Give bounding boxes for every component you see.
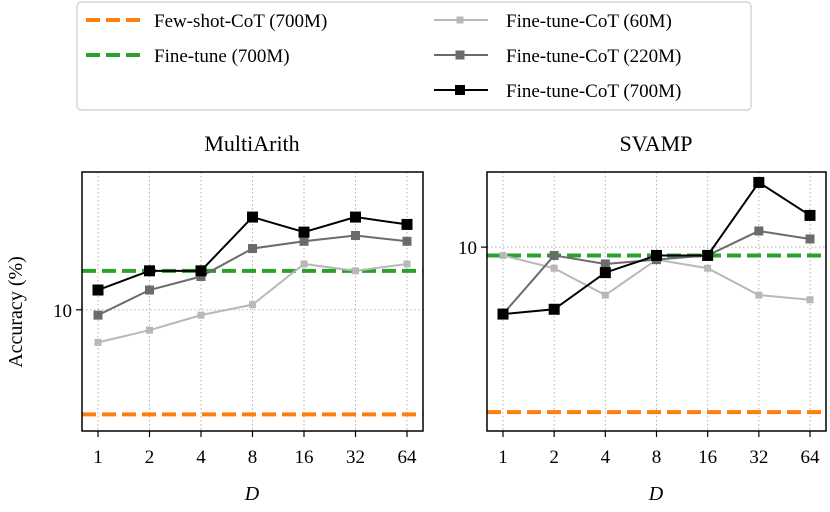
- x-ticks: 1 2 4 8 16 32 64: [93, 431, 417, 468]
- data-point-fine-tune-cot-60m: [300, 260, 308, 268]
- legend-label-few-shot-cot-700m: Few-shot-CoT (700M): [154, 11, 327, 32]
- data-point-fine-tune-cot-220m: [805, 234, 815, 244]
- data-point-fine-tune-cot-220m: [754, 226, 764, 236]
- x-tick-label: 1: [93, 447, 103, 468]
- x-tick-label: 4: [196, 447, 206, 468]
- data-point-fine-tune-cot-700m: [548, 303, 560, 315]
- y-tick-label: 10: [458, 238, 477, 259]
- data-point-fine-tune-cot-220m: [299, 236, 309, 246]
- data-point-fine-tune-cot-220m: [145, 285, 154, 295]
- x-tick-label: 64: [398, 447, 418, 468]
- legend-marker-fine-tune-cot-60m: [456, 16, 464, 24]
- data-point-fine-tune-cot-220m: [248, 244, 257, 254]
- data-point-fine-tune-cot-700m: [144, 265, 155, 277]
- x-tick-label: 4: [601, 447, 611, 468]
- data-point-fine-tune-cot-700m: [599, 267, 611, 279]
- data-point-fine-tune-cot-700m: [651, 249, 662, 261]
- data-point-fine-tune-cot-60m: [352, 267, 359, 275]
- data-point-fine-tune-cot-700m: [497, 308, 509, 320]
- data-point-fine-tune-cot-700m: [401, 218, 413, 230]
- data-point-fine-tune-cot-60m: [550, 264, 558, 272]
- legend: Few-shot-CoT (700M) Fine-tune (700M) Fin…: [76, 1, 752, 111]
- chart-panel-multiarith: MultiArith 1 2 4 8 16 32 64 10 D: [53, 131, 424, 505]
- x-tick-label: 2: [145, 447, 155, 468]
- data-point-fine-tune-cot-220m: [600, 259, 610, 269]
- legend-label-fine-tune-cot-60m: Fine-tune-CoT (60M): [506, 11, 672, 32]
- x-tick-label: 2: [549, 447, 559, 468]
- chart-panel-svamp: SVAMP 1 2 4 8 16 32 64 10 D: [458, 131, 827, 505]
- data-point-fine-tune-cot-700m: [753, 176, 765, 188]
- chart-title: SVAMP: [620, 131, 693, 156]
- legend-frame: [76, 1, 752, 111]
- data-point-fine-tune-cot-60m: [755, 291, 763, 299]
- legend-marker-fine-tune-cot-700m: [455, 85, 465, 95]
- x-tick-label: 8: [248, 447, 258, 468]
- data-point-fine-tune-cot-700m: [298, 226, 310, 238]
- data-point-fine-tune-cot-60m: [601, 291, 609, 299]
- y-ticks: 10: [53, 301, 82, 322]
- data-point-fine-tune-cot-220m: [351, 230, 360, 240]
- data-point-fine-tune-cot-700m: [804, 209, 816, 221]
- x-ticks: 1 2 4 8 16 32 64: [498, 431, 820, 468]
- data-point-fine-tune-cot-700m: [195, 265, 207, 277]
- data-point-fine-tune-cot-700m: [702, 249, 714, 261]
- data-point-fine-tune-cot-60m: [146, 326, 153, 334]
- legend-label-fine-tune-cot-700m: Fine-tune-CoT (700M): [506, 81, 681, 102]
- x-tick-label: 8: [652, 447, 662, 468]
- x-tick-label: 16: [295, 447, 314, 468]
- series-group: [92, 211, 413, 346]
- x-tick-label: 16: [698, 447, 717, 468]
- data-point-fine-tune-cot-220m: [402, 236, 412, 246]
- data-point-fine-tune-cot-60m: [499, 251, 507, 259]
- x-tick-label: 64: [801, 447, 821, 468]
- legend-marker-fine-tune-cot-220m: [455, 50, 465, 60]
- y-tick-label: 10: [53, 301, 72, 322]
- data-point-fine-tune-cot-220m: [549, 250, 559, 260]
- x-tick-label: 32: [346, 447, 365, 468]
- reference-lines: [82, 268, 423, 417]
- data-point-fine-tune-cot-700m: [92, 284, 104, 296]
- x-axis-label: D: [648, 483, 664, 505]
- legend-label-fine-tune-cot-220m: Fine-tune-CoT (220M): [506, 46, 681, 67]
- data-point-fine-tune-cot-220m: [93, 310, 103, 320]
- x-tick-label: 32: [749, 447, 768, 468]
- data-point-fine-tune-cot-60m: [704, 264, 712, 272]
- data-point-fine-tune-cot-700m: [350, 211, 361, 223]
- x-tick-label: 1: [498, 447, 508, 468]
- data-point-fine-tune-cot-60m: [403, 260, 411, 268]
- data-point-fine-tune-cot-60m: [94, 338, 102, 346]
- data-point-fine-tune-cot-60m: [806, 296, 814, 304]
- x-axis-label: D: [244, 483, 260, 505]
- data-point-fine-tune-cot-700m: [247, 211, 258, 223]
- y-ticks: 10: [458, 238, 487, 259]
- grid: [487, 172, 826, 431]
- y-axis-label: Accuracy (%): [5, 256, 27, 368]
- data-point-fine-tune-cot-60m: [249, 301, 256, 309]
- legend-label-fine-tune-700m: Fine-tune (700M): [154, 46, 290, 67]
- series-group: [497, 176, 816, 320]
- data-point-fine-tune-cot-60m: [197, 311, 205, 319]
- data-point-fine-tune-cot-220m: [196, 272, 206, 282]
- chart-title: MultiArith: [204, 131, 299, 156]
